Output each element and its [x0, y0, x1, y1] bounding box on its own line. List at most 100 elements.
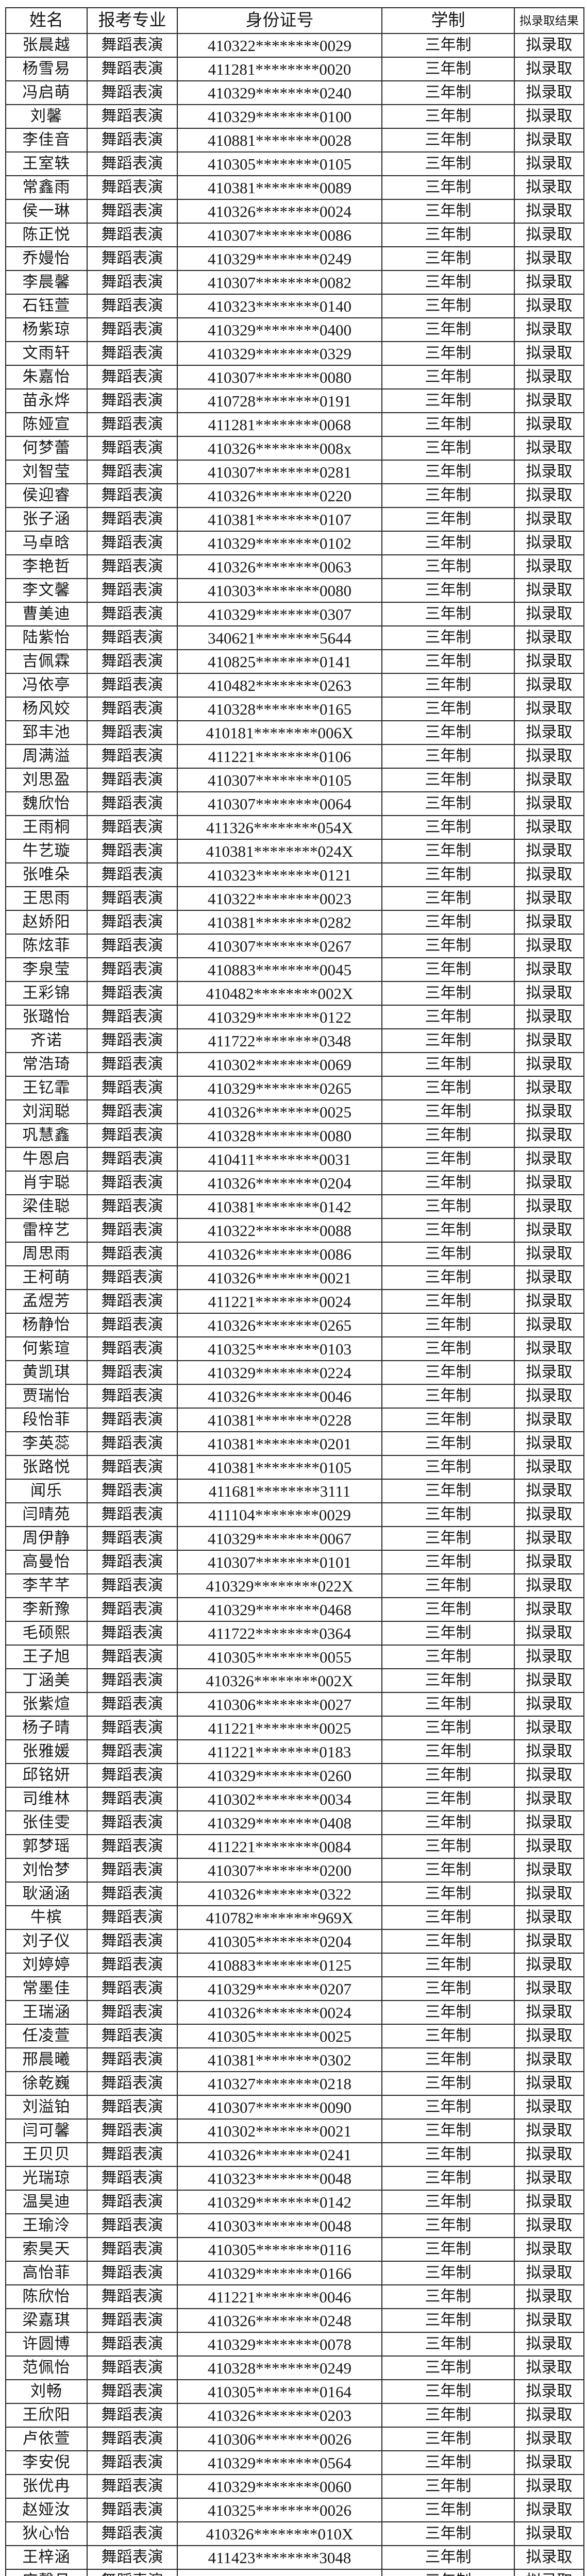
table-row: 曹美迪 舞蹈表演 410329********0307 三年制 拟录取 — [5, 602, 584, 626]
id-cell: 410329********0078 — [177, 2332, 382, 2357]
table-row: 张唯朵 舞蹈表演 410323********0121 三年制 拟录取 — [5, 862, 584, 887]
result-cell: 拟录取 — [514, 2569, 584, 2576]
duration-cell: 三年制 — [381, 1645, 515, 1669]
name-cell: 李艳哲 — [5, 554, 88, 579]
id-cell: 410322********0088 — [177, 1218, 382, 1243]
table-row: 刘馨 舞蹈表演 410329********0100 三年制 拟录取 — [5, 104, 584, 129]
name-cell: 王思雨 — [5, 886, 88, 911]
result-cell: 拟录取 — [514, 531, 584, 555]
name-cell: 张子涵 — [5, 507, 88, 532]
major-cell: 舞蹈表演 — [87, 1787, 178, 1811]
duration-cell: 三年制 — [381, 388, 515, 413]
table-row: 刘智莹 舞蹈表演 410307********0281 三年制 拟录取 — [5, 460, 584, 484]
major-cell: 舞蹈表演 — [87, 1028, 178, 1053]
name-cell: 赵娇阳 — [5, 910, 88, 935]
major-cell: 舞蹈表演 — [87, 2521, 178, 2546]
duration-cell: 三年制 — [381, 2545, 515, 2570]
major-cell: 舞蹈表演 — [87, 531, 178, 555]
header-id: 身份证号 — [177, 7, 382, 34]
duration-cell: 三年制 — [381, 317, 515, 342]
table-row: 杨风姣 舞蹈表演 410328********0165 三年制 拟录取 — [5, 697, 584, 721]
duration-cell: 三年制 — [381, 2000, 515, 2025]
major-cell: 舞蹈表演 — [87, 2142, 178, 2167]
name-cell: 何梦蕾 — [5, 436, 88, 461]
name-cell: 李泉莹 — [5, 957, 88, 982]
result-cell: 拟录取 — [514, 1028, 584, 1053]
duration-cell: 三年制 — [381, 483, 515, 508]
id-cell: 410303********0080 — [177, 578, 382, 603]
major-cell: 舞蹈表演 — [87, 270, 178, 295]
table-row: 魏欣怡 舞蹈表演 410307********0064 三年制 拟录取 — [5, 791, 584, 816]
id-cell: 410305********0164 — [177, 2379, 382, 2404]
id-cell: 410326********0046 — [177, 1384, 382, 1409]
id-cell: 410329********0564 — [177, 2450, 382, 2475]
duration-cell: 三年制 — [381, 2024, 515, 2048]
name-cell: 丁涵美 — [5, 1668, 88, 1693]
duration-cell: 三年制 — [381, 2284, 515, 2309]
name-cell: 侯迎睿 — [5, 483, 88, 508]
table-row: 李芊芊 舞蹈表演 410329********022X 三年制 拟录取 — [5, 1573, 584, 1598]
major-cell: 舞蹈表演 — [87, 886, 178, 911]
result-cell: 拟录取 — [514, 2190, 584, 2214]
major-cell: 舞蹈表演 — [87, 223, 178, 247]
name-cell: 杨紫琼 — [5, 317, 88, 342]
name-cell: 周满溢 — [5, 744, 88, 769]
result-cell: 拟录取 — [514, 1502, 584, 1527]
duration-cell: 三年制 — [381, 886, 515, 911]
duration-cell: 三年制 — [381, 1976, 515, 2001]
duration-cell: 三年制 — [381, 2450, 515, 2475]
major-cell: 舞蹈表演 — [87, 1905, 178, 1930]
result-cell: 拟录取 — [514, 2119, 584, 2143]
name-cell: 贾瑞怡 — [5, 1384, 88, 1409]
result-cell: 拟录取 — [514, 744, 584, 769]
name-cell: 周思雨 — [5, 1242, 88, 1266]
duration-cell: 三年制 — [381, 1408, 515, 1432]
name-cell: 王贝贝 — [5, 2142, 88, 2167]
duration-cell: 三年制 — [381, 1597, 515, 1622]
name-cell: 张唯朵 — [5, 862, 88, 887]
table-row: 司维林 舞蹈表演 410302********0034 三年制 拟录取 — [5, 1787, 584, 1811]
id-cell: 411221********0183 — [177, 1739, 382, 1764]
duration-cell: 三年制 — [381, 1858, 515, 1883]
result-cell: 拟录取 — [514, 768, 584, 792]
table-row: 雷梓艺 舞蹈表演 410322********0088 三年制 拟录取 — [5, 1218, 584, 1243]
result-cell: 拟录取 — [514, 2261, 584, 2285]
name-cell: 陈正悦 — [5, 223, 88, 247]
table-row: 朱嘉怡 舞蹈表演 410307********0080 三年制 拟录取 — [5, 365, 584, 389]
name-cell: 王欣阳 — [5, 2403, 88, 2428]
id-cell: 410782********969X — [177, 1905, 382, 1930]
major-cell: 舞蹈表演 — [87, 2119, 178, 2143]
result-cell: 拟录取 — [514, 2332, 584, 2357]
major-cell: 舞蹈表演 — [87, 578, 178, 603]
major-cell: 舞蹈表演 — [87, 862, 178, 887]
duration-cell: 三年制 — [381, 2047, 515, 2072]
name-cell: 耿涵涵 — [5, 1882, 88, 1906]
name-cell: 杨子晴 — [5, 1716, 88, 1740]
id-cell: 410307********0064 — [177, 791, 382, 816]
name-cell: 乔嫚怡 — [5, 246, 88, 271]
name-cell: 李芊芊 — [5, 1573, 88, 1598]
result-cell: 拟录取 — [514, 2095, 584, 2120]
result-cell: 拟录取 — [514, 1289, 584, 1314]
table-row: 王瑜泠 舞蹈表演 410303********0048 三年制 拟录取 — [5, 2213, 584, 2238]
result-cell: 拟录取 — [514, 1573, 584, 1598]
table-row: 李晨馨 舞蹈表演 410307********0082 三年制 拟录取 — [5, 270, 584, 295]
id-cell: 410305********0025 — [177, 2024, 382, 2048]
result-cell: 拟录取 — [514, 886, 584, 911]
result-cell: 拟录取 — [514, 1194, 584, 1219]
duration-cell: 三年制 — [381, 1739, 515, 1764]
id-cell: 410305********0116 — [177, 2237, 382, 2262]
name-cell: 孟煜芳 — [5, 1289, 88, 1314]
table-row: 温昊迪 舞蹈表演 410329********0142 三年制 拟录取 — [5, 2190, 584, 2214]
id-cell: 411681********3111 — [177, 1479, 382, 1503]
table-row: 闫晴苑 舞蹈表演 411104********0029 三年制 拟录取 — [5, 1502, 584, 1527]
major-cell: 舞蹈表演 — [87, 934, 178, 958]
duration-cell: 三年制 — [381, 1431, 515, 1456]
name-cell: 马卓晗 — [5, 531, 88, 555]
duration-cell: 三年制 — [381, 1905, 515, 1930]
table-row: 张晨越 舞蹈表演 410322********0029 三年制 拟录取 — [5, 33, 584, 58]
major-cell: 舞蹈表演 — [87, 2545, 178, 2570]
major-cell: 舞蹈表演 — [87, 2237, 178, 2262]
table-row: 李艳哲 舞蹈表演 410326********0063 三年制 拟录取 — [5, 554, 584, 579]
